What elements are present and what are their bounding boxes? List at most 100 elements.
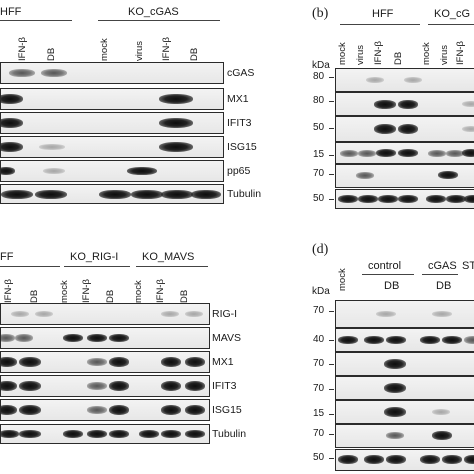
marker-tick: [329, 311, 334, 312]
marker-tick: [329, 199, 334, 200]
blot-strip: [335, 300, 474, 328]
lane-label: mock: [421, 42, 432, 65]
panel-d-sub-db: DB: [384, 280, 400, 292]
row-label: ISG15: [227, 141, 257, 153]
lane-label: DB: [189, 47, 200, 61]
lane-label: mock: [337, 268, 348, 291]
panel-a-group-underline: [0, 20, 72, 21]
lane-label: DB: [179, 289, 190, 303]
lane-label: virus: [439, 44, 450, 65]
panel-b-group-underline: [340, 24, 420, 25]
blot-strip: [335, 328, 474, 352]
marker-tick: [329, 340, 334, 341]
blot-strip: [335, 142, 474, 164]
marker-tick: [329, 458, 334, 459]
marker-tick: [329, 77, 334, 78]
row-label: RIG-I: [212, 308, 238, 320]
blot-strip: [335, 424, 474, 448]
lane-label: IFN-β: [155, 279, 166, 303]
blot-strip-mx1: [0, 88, 224, 110]
blot-strip-pp65: [0, 160, 224, 182]
marker-tick: [329, 155, 334, 156]
kda-label: kDa: [312, 60, 330, 71]
blot-strip-mavs: [0, 327, 210, 349]
marker-label: 70: [313, 358, 325, 369]
panel-b-letter: (b): [312, 6, 329, 21]
lane-label: IFN-β: [81, 279, 92, 303]
blot-strip-rigi: [0, 303, 210, 325]
blot-strip: [335, 376, 474, 400]
lane-label: IFN-β: [455, 41, 466, 65]
marker-tick: [329, 434, 334, 435]
lane-label: mock: [133, 280, 144, 303]
panel-c-group-underline: [0, 266, 60, 267]
panel-a-group-ko-cgas: KO_cGAS: [128, 6, 179, 18]
panel-d-group-st: ST: [462, 260, 474, 272]
blot-strip-tubulin: [0, 424, 210, 444]
blot-strip-ifit3: [0, 375, 210, 397]
marker-label: 70: [313, 428, 325, 439]
marker-tick: [329, 414, 334, 415]
row-label: Tubulin: [227, 188, 262, 200]
panel-c-group-ko-rigi: KO_RIG-I: [70, 251, 119, 263]
marker-label: 80: [313, 95, 325, 106]
marker-label: 70: [313, 168, 325, 179]
blot-strip: [335, 92, 474, 116]
lane-label: virus: [355, 44, 366, 65]
marker-tick: [329, 128, 334, 129]
panel-d-group-underline: [362, 274, 414, 275]
panel-b-group-underline: [428, 24, 474, 25]
kda-label: kDa: [312, 286, 330, 297]
lane-label: DB: [46, 47, 57, 61]
lane-label: mock: [59, 280, 70, 303]
marker-label: 50: [313, 452, 325, 463]
blot-strip: [335, 400, 474, 424]
panel-c-group-ff: FF: [0, 251, 14, 263]
panel-c-group-underline: [136, 266, 208, 267]
blot-strip: [335, 449, 474, 471]
lane-label: mock: [337, 42, 348, 65]
panel-d-group-control: control: [368, 260, 402, 272]
lane-label: DB: [105, 289, 116, 303]
panel-d-group-cgas: cGAS: [428, 260, 457, 272]
marker-label: 40: [313, 334, 325, 345]
lane-label: IFN-β: [3, 279, 14, 303]
marker-tick: [329, 389, 334, 390]
blot-strip-cgas: [0, 62, 224, 84]
row-label: MAVS: [212, 332, 241, 344]
marker-label: 15: [313, 408, 325, 419]
lane-label: virus: [134, 40, 145, 61]
row-label: ISG15: [212, 404, 242, 416]
blot-strip: [335, 164, 474, 188]
blot-strip-ifit3: [0, 112, 224, 134]
row-label: IFIT3: [212, 380, 237, 392]
marker-label: 50: [313, 122, 325, 133]
row-label: IFIT3: [227, 117, 252, 129]
marker-tick: [329, 101, 334, 102]
marker-label: 15: [313, 149, 325, 160]
panel-c-group-ko-mavs: KO_MAVS: [142, 251, 195, 263]
blot-strip: [335, 189, 474, 209]
marker-label: 70: [313, 305, 325, 316]
panel-a-group-hff: HFF: [0, 6, 22, 18]
panel-a-group-underline: [98, 20, 220, 21]
marker-label: 70: [313, 383, 325, 394]
marker-tick: [329, 364, 334, 365]
marker-tick: [329, 174, 334, 175]
panel-b-group-ko: KO_cG: [434, 8, 471, 20]
lane-label: IFN-β: [373, 41, 384, 65]
lane-label: mock: [99, 38, 110, 61]
row-label: Tubulin: [212, 428, 247, 440]
blot-strip-mx1: [0, 351, 210, 373]
row-label: MX1: [212, 356, 234, 368]
row-label: pp65: [227, 165, 251, 177]
row-label: cGAS: [227, 67, 255, 79]
lane-label: DB: [29, 289, 40, 303]
lane-label: DB: [393, 51, 404, 65]
panel-c-group-underline: [64, 266, 130, 267]
blot-strip-isg15: [0, 136, 224, 158]
blot-strip: [335, 68, 474, 92]
marker-label: 80: [313, 71, 325, 82]
panel-d-sub-db: DB: [436, 280, 452, 292]
blot-strip: [335, 116, 474, 142]
